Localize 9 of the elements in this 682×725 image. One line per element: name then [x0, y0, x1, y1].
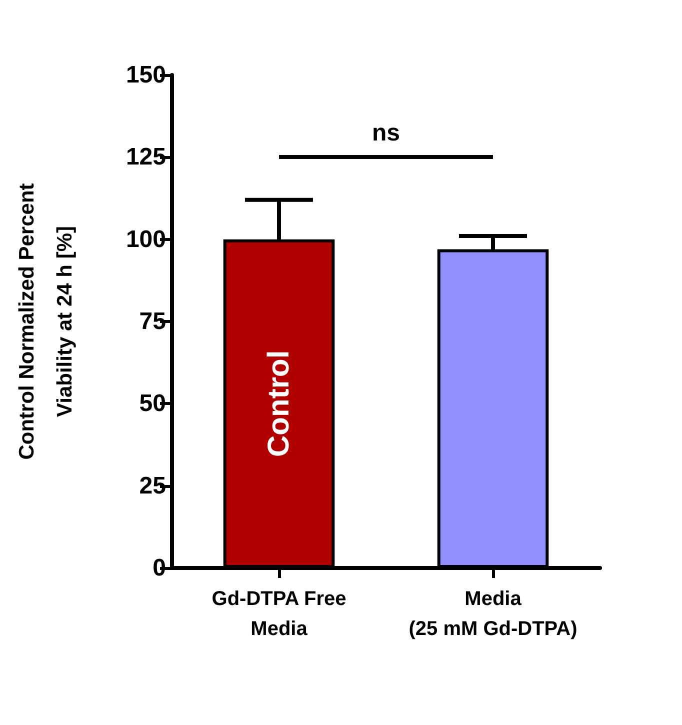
y-tick-label: 50	[139, 390, 166, 418]
annotation: Control	[262, 350, 296, 457]
y-tick-label: 100	[126, 226, 166, 253]
annotation: ns	[372, 120, 400, 146]
x-tick-label: Gd-DTPA Free Media	[212, 588, 346, 640]
y-axis-title: Control Normalized Percent Viability at 24 h [%]	[16, 183, 76, 460]
y-tick-label: 150	[126, 62, 166, 88]
x-tick-label: Media (25 mM Gd-DTPA)	[408, 588, 578, 640]
y-tick-label: 125	[126, 144, 166, 171]
